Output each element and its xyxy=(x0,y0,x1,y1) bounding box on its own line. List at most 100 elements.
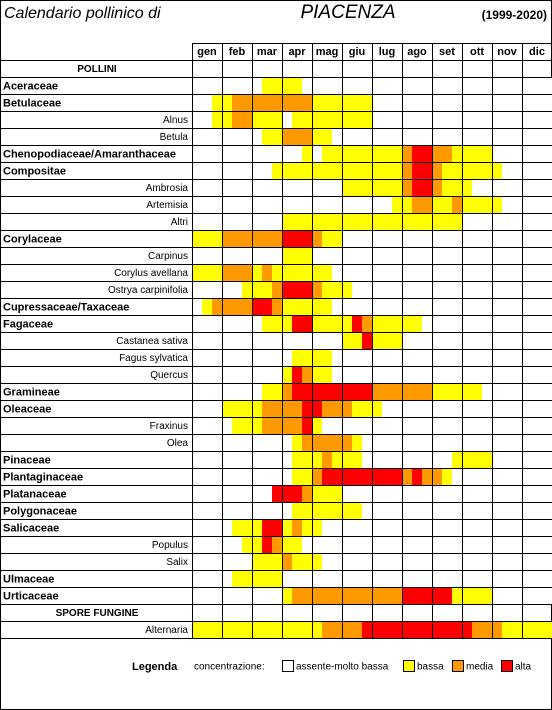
decade-cell xyxy=(462,383,472,400)
decade-cell xyxy=(332,570,342,587)
species-label: Fagus sylvatica xyxy=(119,353,188,364)
decade-cell xyxy=(232,230,242,247)
decade-cell xyxy=(502,553,512,570)
decade-cell xyxy=(432,468,442,485)
decade-cell xyxy=(362,621,372,638)
decade-cell xyxy=(232,434,242,451)
decade-cell xyxy=(382,264,392,281)
decade-cell xyxy=(442,349,452,366)
decade-cell xyxy=(472,570,482,587)
decade-cell xyxy=(452,383,462,400)
decade-cell xyxy=(422,94,432,111)
decade-cell xyxy=(342,179,352,196)
decade-cell xyxy=(272,196,282,213)
decade-cell xyxy=(482,451,492,468)
decade-cell xyxy=(282,502,292,519)
decade-cell xyxy=(342,468,352,485)
decade-cell xyxy=(282,230,292,247)
decade-cell xyxy=(312,179,322,196)
decade-cell xyxy=(452,179,462,196)
decade-cell xyxy=(382,77,392,94)
decade-cell xyxy=(382,196,392,213)
decade-cell xyxy=(472,94,482,111)
decade-cell xyxy=(512,400,522,417)
decade-cell xyxy=(532,485,542,502)
decade-cell xyxy=(202,264,212,281)
decade-cell xyxy=(192,179,202,196)
decade-cell xyxy=(432,366,442,383)
decade-cell xyxy=(192,111,202,128)
decade-cell xyxy=(382,553,392,570)
decade-cell xyxy=(342,230,352,247)
family-label: Chenopodiaceae/Amaranthaceae xyxy=(3,148,176,160)
decade-cell xyxy=(302,213,312,230)
month-label: set xyxy=(439,46,455,58)
decade-cell xyxy=(282,383,292,400)
decade-cell xyxy=(212,366,222,383)
decade-cell xyxy=(302,179,312,196)
decade-cell xyxy=(482,587,492,604)
species-label: Ostrya carpinifolia xyxy=(108,285,188,296)
decade-cell xyxy=(352,94,362,111)
decade-cell xyxy=(422,315,432,332)
decade-cell xyxy=(242,111,252,128)
decade-cell xyxy=(532,230,542,247)
decade-cell xyxy=(482,502,492,519)
decade-cell xyxy=(202,162,212,179)
decade-cell xyxy=(442,366,452,383)
decade-cell xyxy=(332,264,342,281)
decade-cell xyxy=(502,434,512,451)
decade-cell xyxy=(452,434,462,451)
decade-cell xyxy=(212,196,222,213)
decade-cell xyxy=(392,196,402,213)
decade-cell xyxy=(432,298,442,315)
decade-cell xyxy=(522,230,532,247)
decade-cell xyxy=(362,281,372,298)
decade-cell xyxy=(222,179,232,196)
decade-cell xyxy=(482,213,492,230)
decade-cell xyxy=(342,315,352,332)
decade-cell xyxy=(432,621,442,638)
decade-cell xyxy=(392,77,402,94)
decade-cell xyxy=(392,485,402,502)
decade-cell xyxy=(442,383,452,400)
decade-cell xyxy=(202,281,212,298)
decade-cell xyxy=(472,179,482,196)
decade-cell xyxy=(262,451,272,468)
decade-cell xyxy=(542,434,552,451)
decade-cell xyxy=(432,162,442,179)
decade-cell xyxy=(272,230,282,247)
decade-cell xyxy=(522,162,532,179)
decade-cell xyxy=(462,519,472,536)
decade-cell xyxy=(282,128,292,145)
decade-cell xyxy=(522,94,532,111)
decade-cell xyxy=(452,315,462,332)
decade-cell xyxy=(392,94,402,111)
decade-cell xyxy=(302,519,312,536)
decade-cell xyxy=(542,502,552,519)
decade-cell xyxy=(382,162,392,179)
decade-cell xyxy=(242,400,252,417)
decade-cell xyxy=(352,264,362,281)
decade-cell xyxy=(252,485,262,502)
decade-cell xyxy=(412,196,422,213)
decade-cell xyxy=(442,196,452,213)
decade-cell xyxy=(192,145,202,162)
decade-cell xyxy=(232,213,242,230)
decade-cell xyxy=(512,485,522,502)
decade-cell xyxy=(382,485,392,502)
decade-cell xyxy=(272,298,282,315)
decade-cell xyxy=(522,213,532,230)
decade-cell xyxy=(232,315,242,332)
decade-cell xyxy=(532,502,542,519)
decade-cell xyxy=(302,621,312,638)
decade-cell xyxy=(392,519,402,536)
decade-cell xyxy=(412,128,422,145)
decade-cell xyxy=(532,332,542,349)
decade-cell xyxy=(262,298,272,315)
decade-cell xyxy=(522,451,532,468)
decade-cell xyxy=(252,587,262,604)
decade-cell xyxy=(192,502,202,519)
decade-cell xyxy=(262,349,272,366)
decade-cell xyxy=(402,536,412,553)
